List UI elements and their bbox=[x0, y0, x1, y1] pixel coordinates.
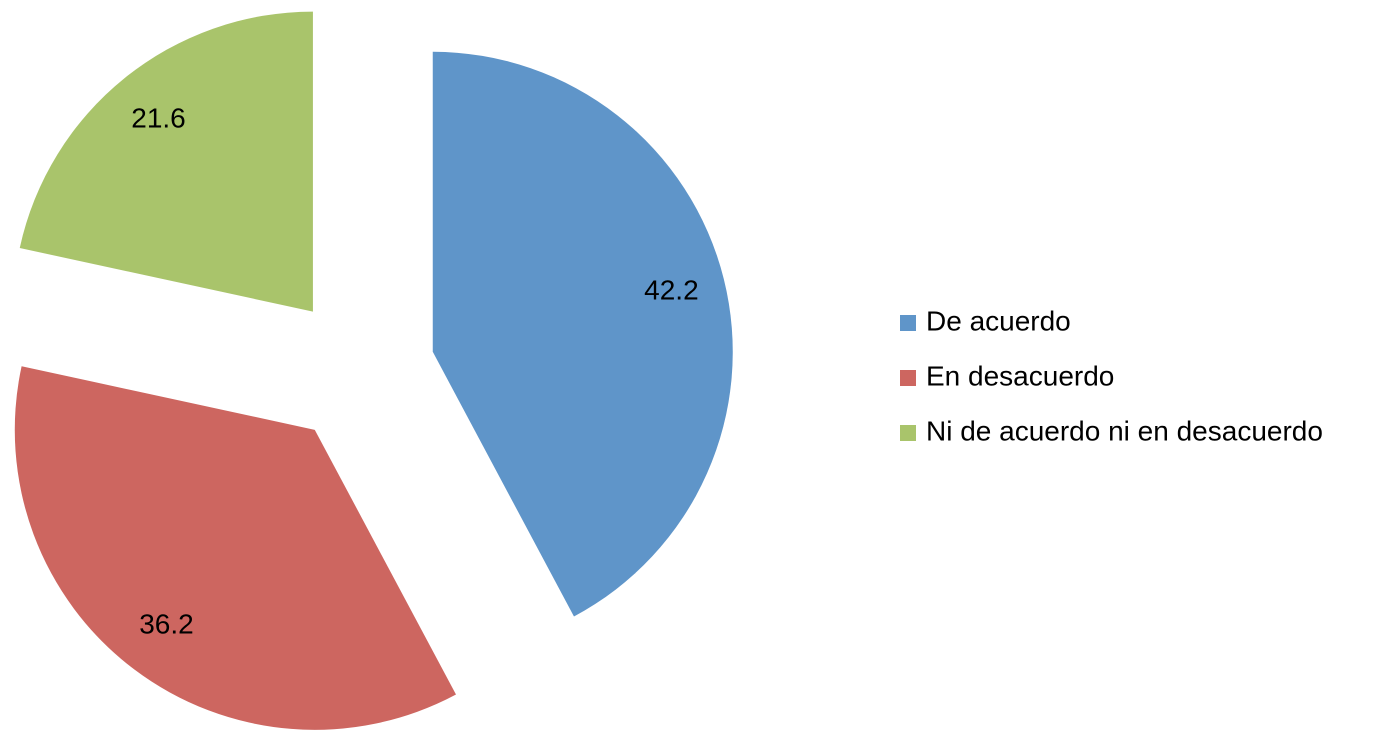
data-label: 42.2 bbox=[644, 275, 699, 306]
legend-label: De acuerdo bbox=[926, 305, 1071, 336]
pie-slice bbox=[432, 51, 733, 617]
pie-slice bbox=[19, 11, 313, 312]
legend-label: Ni de acuerdo ni en desacuerdo bbox=[926, 415, 1323, 446]
pie-slice bbox=[14, 366, 456, 730]
legend-label: En desacuerdo bbox=[926, 360, 1114, 391]
data-label: 36.2 bbox=[139, 608, 194, 639]
data-label: 21.6 bbox=[131, 103, 186, 134]
legend-swatch bbox=[900, 315, 916, 331]
legend-swatch bbox=[900, 370, 916, 386]
legend-swatch bbox=[900, 425, 916, 441]
